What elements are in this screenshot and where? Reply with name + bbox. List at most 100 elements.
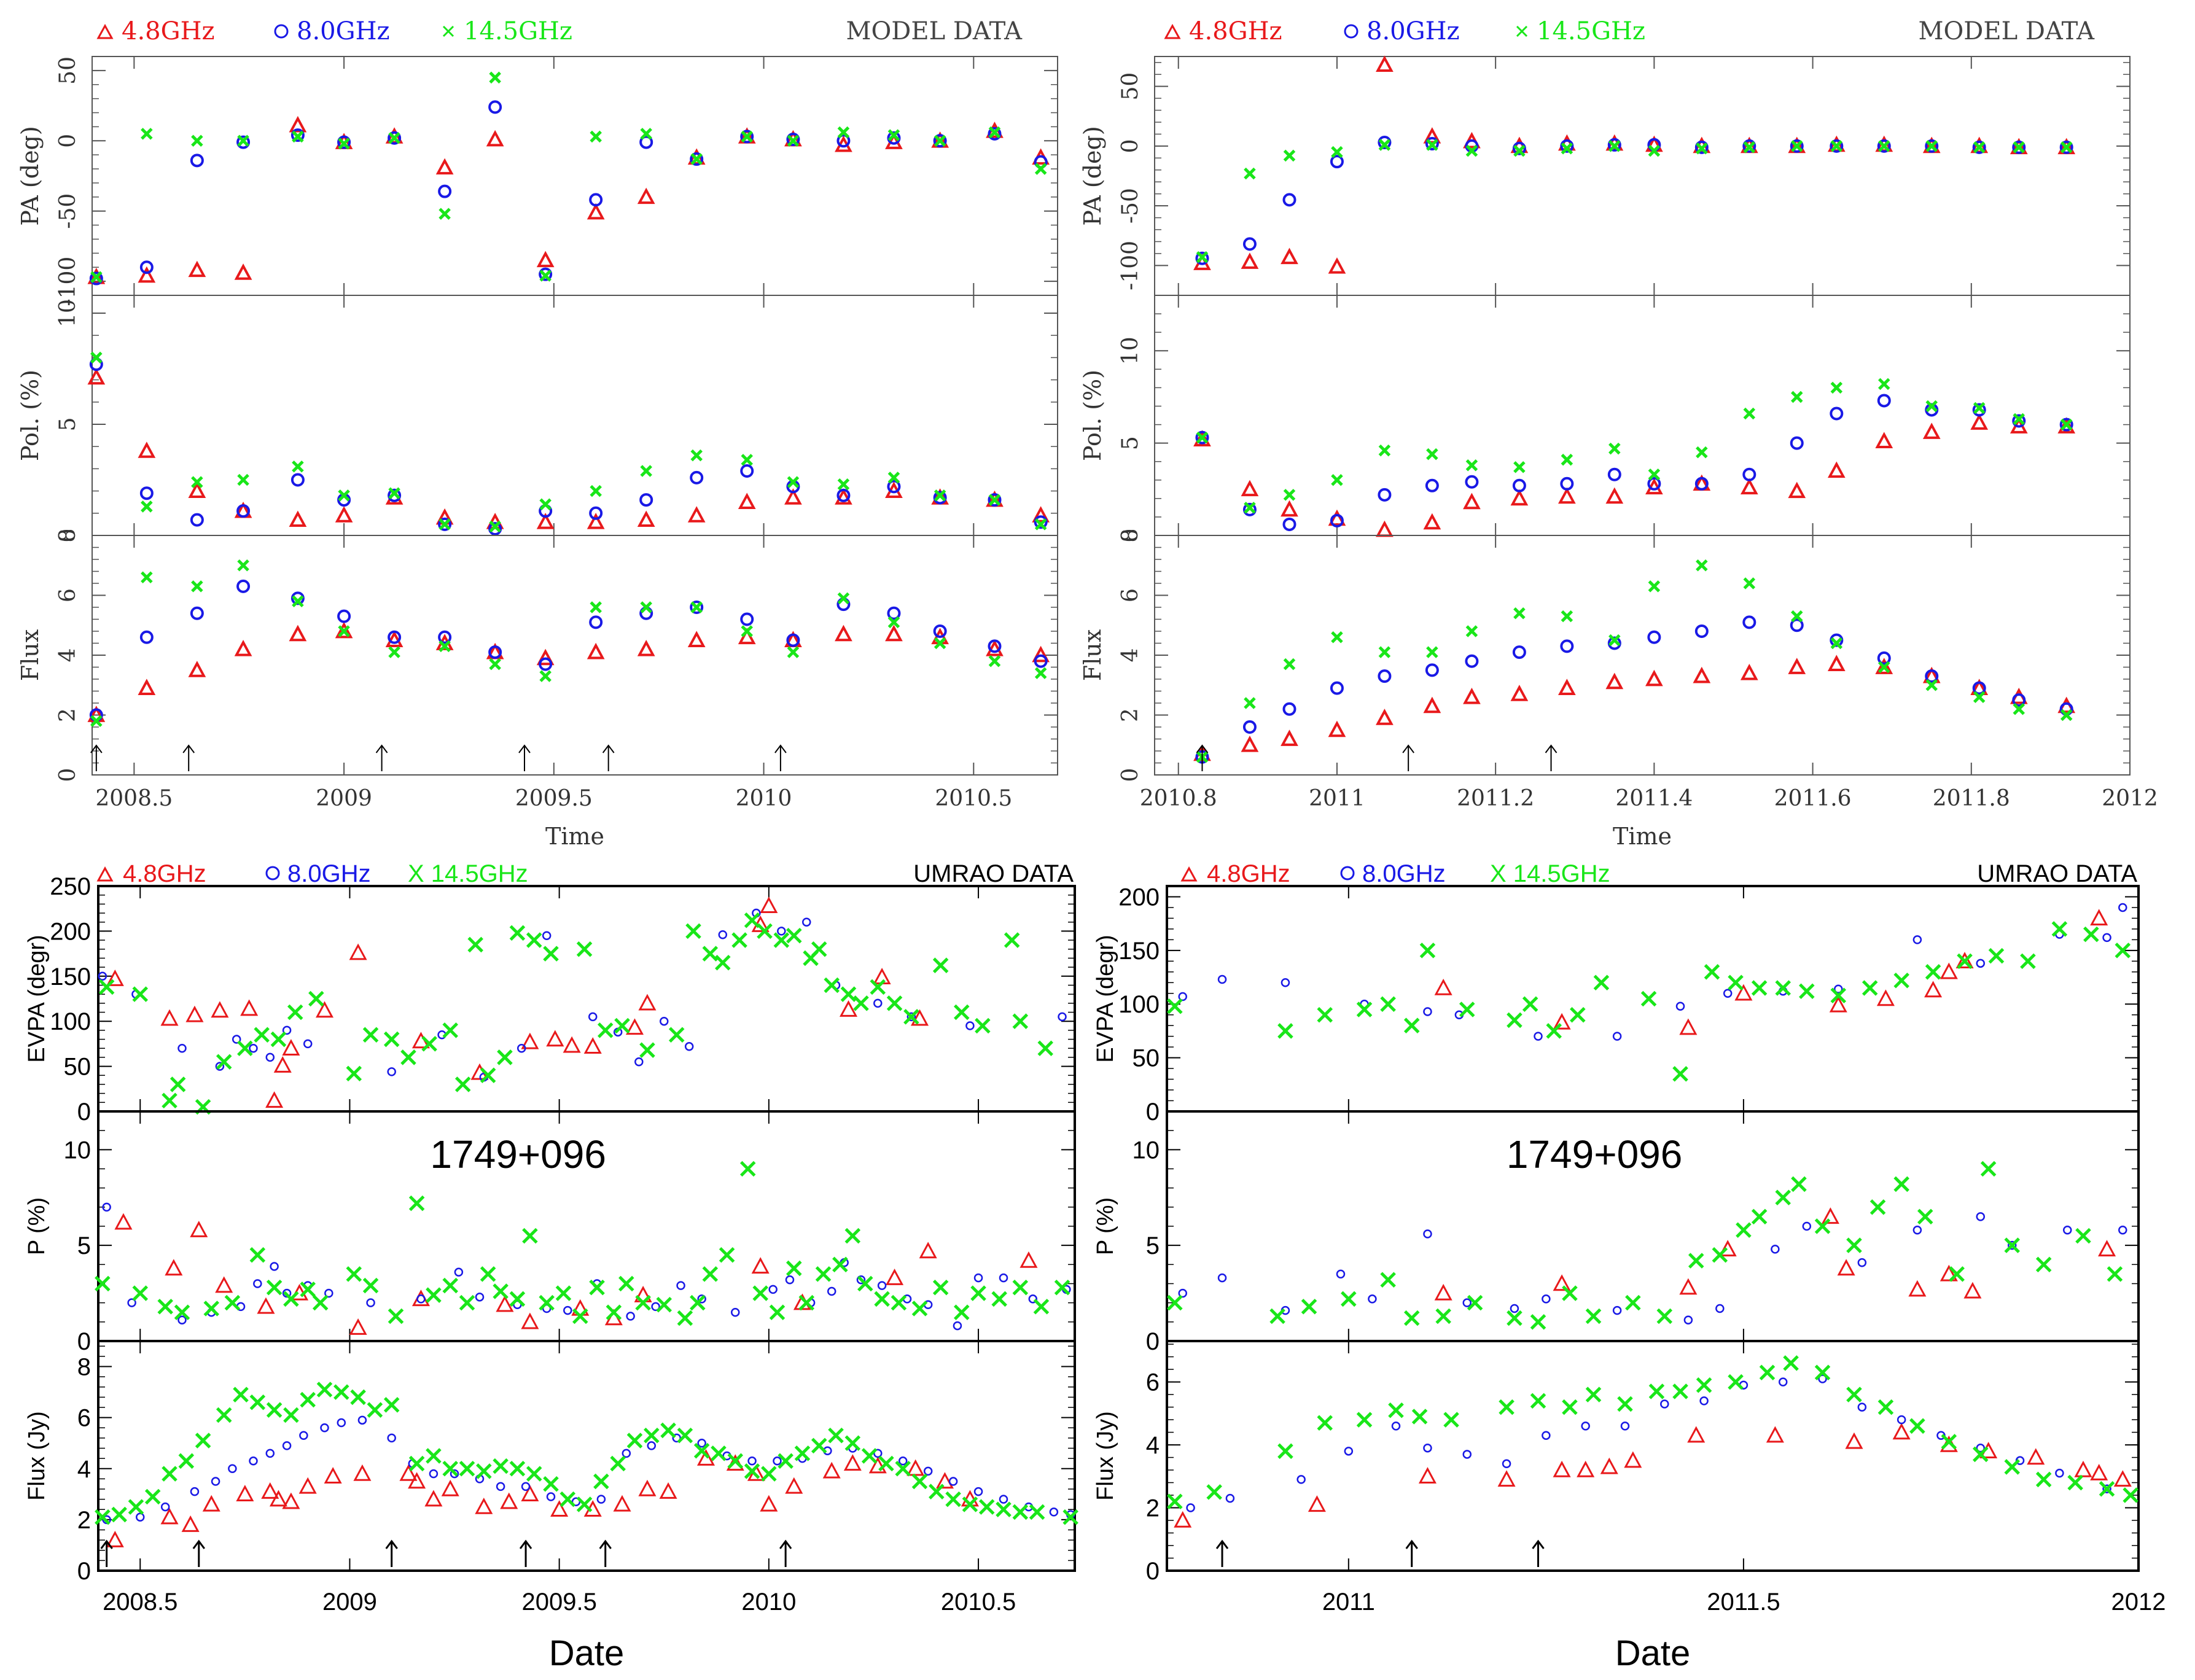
data-point-x [497,1049,513,1065]
series-circle [1178,1212,2127,1324]
data-point-circle [684,1042,694,1051]
data-point-circle [1281,978,1290,987]
data-point-circle [651,1302,660,1312]
data-point-triangle [138,441,156,458]
data-point-x [1562,1285,1578,1301]
x-tick-label: 2011 [1322,1589,1375,1616]
data-point-triangle [696,1449,715,1466]
data-point-triangle [1510,685,1529,701]
data-point-x [216,1407,232,1423]
legend-label-8-0ghz: 8.0GHz [1367,17,1460,45]
data-point-x [886,995,903,1011]
data-point-x [1341,1291,1357,1307]
data-point-x [1791,1176,1807,1192]
data-point-circle [290,128,305,142]
data-point-x [677,1427,693,1444]
event-arrow-icon [602,744,615,771]
data-point-circle [1282,702,1296,716]
y-axis-label: EVPA (degr) [1093,935,1118,1062]
data-point-x [975,1017,991,1034]
data-point-circle [1790,436,1804,450]
data-point-triangle [273,1056,292,1073]
data-point-x [2067,1474,2083,1491]
data-point-x [350,1389,366,1406]
data-point-x [761,1466,777,1482]
data-point-circle [2059,418,2073,432]
data-point-x [610,1455,626,1472]
data-point-x [1459,1001,1475,1017]
data-point-x [1973,691,1986,704]
data-point-x [439,518,451,531]
data-point-triangle [906,1459,925,1476]
data-point-x [1004,932,1020,948]
y-tick-label: 100 [1118,991,1160,1018]
data-point-triangle [659,1482,677,1499]
data-point-triangle [160,1009,179,1026]
data-point-x [1846,1386,1862,1402]
data-point-x [2035,1471,2052,1488]
data-point-x [90,271,103,284]
data-point-triangle [1605,487,1624,504]
data-point-x [677,1310,693,1326]
panel-2: 0 2 4 6 Flux (Jy) [1093,1340,2140,1585]
series-x [90,71,1047,284]
data-point-circle [948,1477,958,1486]
data-point-x [338,489,350,502]
data-point-x [887,472,900,484]
data-point-x [787,134,800,147]
data-point-circle [488,522,502,536]
data-point-triangle [1418,1467,1437,1484]
y-tick-label: 100 [50,1008,91,1035]
data-point-x [988,494,1001,506]
data-point-x [690,601,703,613]
data-point-x [1925,140,1938,152]
data-point-x [203,1301,220,1316]
panel-frame [1166,1340,2140,1572]
data-point-triangle [298,1477,317,1494]
data-point-x [1973,402,1986,414]
panel-2: 0 2 4 6 8 Flux [1079,529,2131,782]
data-point-circle [1336,1269,1346,1279]
data-point-triangle [637,640,655,656]
data-point-x [90,351,103,364]
data-point-x [254,1027,270,1043]
event-arrow-icon [90,744,103,771]
data-point-circle [2102,933,2111,943]
data-point-triangle [1845,1432,1863,1449]
data-point-circle [1647,476,1661,491]
data-point-x [1378,139,1391,151]
panel-frame [92,295,1058,536]
data-point-circle [953,1321,962,1331]
data-point-triangle [2074,1460,2092,1477]
data-point-x [489,658,501,671]
data-point-x [1814,1364,1831,1380]
legend-triangle-icon [1164,23,1181,39]
data-point-x [991,1291,1007,1307]
data-point-x [237,134,249,147]
data-point-triangle [2027,1448,2045,1465]
legend-label-14-5ghz: 14.5GHz [464,17,572,45]
x-tick-label: 2011.6 [1774,786,1852,811]
data-point-circle [1683,1315,1693,1324]
data-point-triangle [500,1492,518,1509]
data-point-circle [2102,1484,2111,1494]
data-point-x [934,637,946,650]
data-point-x [300,1281,316,1297]
data-point-triangle [919,1242,937,1259]
data-point-circle [1512,478,1526,492]
data-point-circle [1972,403,1986,417]
data-point-x [953,1304,970,1321]
data-point-circle [1330,681,1344,695]
data-point-x [1034,518,1047,531]
legend-label-4-8ghz: 4.8GHz [1189,17,1282,45]
data-point-circle [539,657,553,671]
x-tick-label: 2010.5 [941,1589,1016,1616]
y-tick-label: 2 [1146,1495,1160,1522]
data-point-circle [190,154,204,168]
data-point-triangle [160,1507,179,1525]
data-point-x [2060,418,2073,431]
data-point-triangle [1970,413,1989,430]
data-point-triangle [1740,664,1758,680]
legend-label-8-0ghz: 8.0GHz [297,17,390,45]
